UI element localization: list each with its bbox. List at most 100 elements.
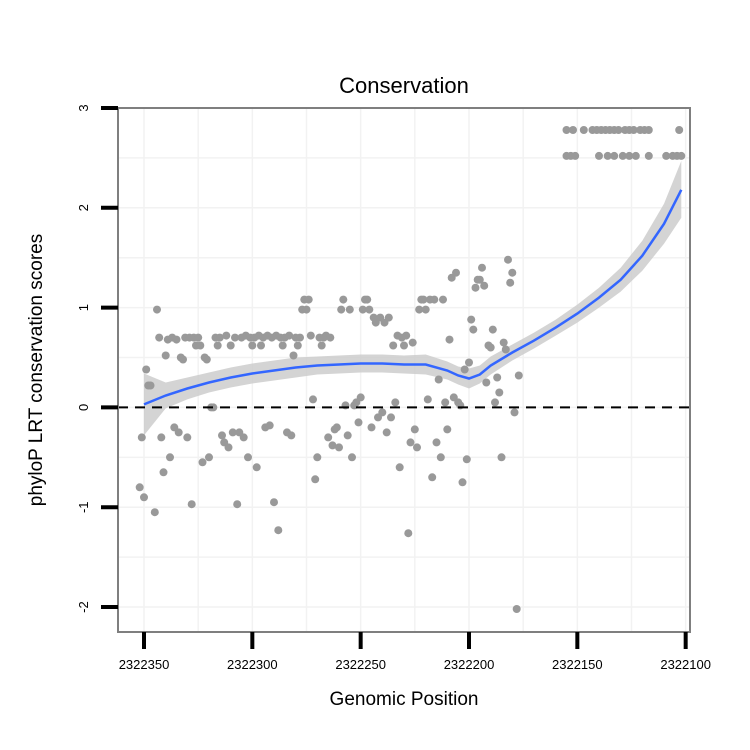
- data-point: [384, 313, 393, 322]
- data-point: [402, 331, 411, 340]
- data-point: [432, 438, 441, 447]
- x-axis-label: Genomic Position: [330, 689, 479, 710]
- data-point: [363, 295, 372, 304]
- data-point: [194, 333, 203, 342]
- panel-border: [117, 107, 691, 633]
- data-point: [328, 441, 337, 450]
- data-point: [218, 431, 226, 440]
- data-point: [137, 433, 146, 442]
- data-point: [501, 345, 510, 354]
- data-point: [408, 338, 417, 347]
- data-point: [161, 351, 170, 360]
- data-point: [332, 423, 341, 432]
- data-point: [508, 268, 517, 277]
- data-point: [270, 498, 278, 507]
- data-point: [495, 388, 504, 397]
- data-point: [406, 438, 415, 447]
- data-point: [486, 343, 495, 352]
- data-point: [506, 278, 515, 287]
- data-point: [603, 151, 612, 160]
- data-point: [579, 126, 588, 134]
- data-point: [391, 398, 400, 407]
- data-point: [289, 351, 298, 360]
- y-tick-label: -2: [76, 601, 91, 613]
- data-point: [614, 126, 623, 134]
- data-point: [172, 335, 181, 344]
- data-point: [569, 126, 577, 134]
- confidence-band-layer: [144, 160, 682, 436]
- data-point: [187, 500, 196, 509]
- data-point: [610, 151, 619, 160]
- data-point: [309, 395, 317, 404]
- x-axis: 2322350 2322300 2322250 2322200 2322150 23221…: [119, 632, 711, 672]
- x-tick-label: 2322150: [552, 657, 603, 672]
- data-point: [404, 529, 413, 538]
- data-point: [293, 341, 302, 350]
- data-point: [174, 428, 183, 437]
- data-point: [462, 455, 471, 464]
- data-point: [317, 341, 326, 350]
- data-point: [140, 493, 148, 502]
- data-point: [150, 508, 159, 517]
- data-point: [471, 283, 480, 292]
- data-point: [493, 373, 502, 382]
- data-point: [252, 463, 261, 472]
- data-point: [155, 333, 164, 342]
- data-point: [222, 331, 231, 340]
- smooth-line-layer: [143, 189, 683, 406]
- data-point: [354, 418, 363, 427]
- data-point: [644, 151, 653, 160]
- data-point: [629, 126, 638, 134]
- confidence-band: [144, 160, 682, 436]
- data-point: [387, 413, 395, 422]
- data-point: [423, 395, 432, 404]
- data-point: [337, 305, 346, 314]
- data-point: [311, 475, 320, 484]
- data-point: [482, 378, 491, 387]
- data-point: [395, 463, 404, 472]
- data-point: [514, 371, 523, 380]
- data-point: [345, 305, 354, 314]
- chart-title: Conservation: [339, 73, 469, 98]
- data-point: [265, 421, 274, 430]
- data-point: [296, 333, 304, 342]
- data-point: [662, 151, 671, 160]
- data-point: [419, 295, 428, 304]
- data-point: [504, 255, 512, 264]
- data-point: [400, 341, 408, 350]
- data-point: [510, 408, 519, 417]
- data-point: [499, 338, 508, 347]
- data-point: [348, 453, 356, 462]
- data-point: [430, 295, 439, 304]
- data-point: [209, 403, 218, 412]
- y-tick-label: 0: [76, 404, 91, 411]
- y-axis: -2 -1 0 1 2 3: [76, 104, 118, 613]
- data-point: [488, 325, 497, 334]
- data-point: [421, 305, 430, 314]
- data-point: [339, 295, 348, 304]
- data-point: [159, 468, 168, 477]
- data-point: [465, 358, 473, 367]
- data-point: [343, 431, 352, 440]
- data-point: [428, 473, 437, 482]
- data-point: [326, 333, 335, 342]
- data-point: [231, 333, 239, 342]
- data-point: [571, 151, 580, 160]
- data-point: [367, 423, 376, 432]
- data-point: [677, 151, 686, 160]
- data-point: [306, 331, 315, 340]
- data-point: [356, 393, 365, 402]
- data-point: [215, 333, 224, 342]
- data-point: [213, 341, 222, 350]
- data-point: [228, 428, 237, 437]
- data-point: [248, 341, 257, 350]
- data-point: [224, 443, 233, 452]
- data-point: [205, 453, 213, 462]
- data-point: [467, 315, 476, 324]
- data-point: [287, 431, 296, 440]
- data-point: [491, 398, 499, 407]
- x-tick-label: 2322350: [119, 657, 170, 672]
- data-point: [497, 453, 506, 462]
- data-point: [335, 443, 343, 452]
- data-point: [413, 443, 421, 452]
